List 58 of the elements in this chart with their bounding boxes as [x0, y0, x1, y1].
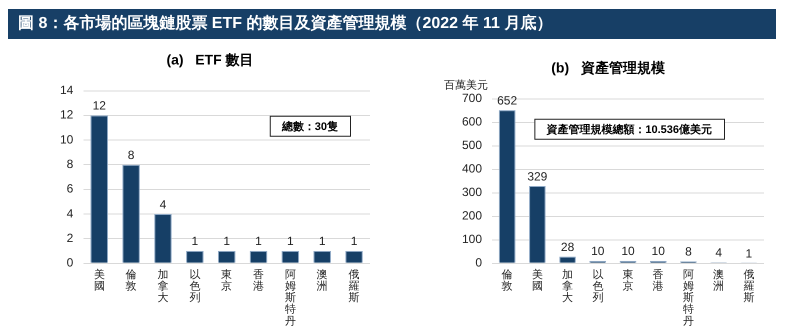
data-label: 1: [746, 246, 753, 260]
y-axis-title: 百萬美元: [444, 78, 488, 92]
y-tick-label: 14: [60, 83, 74, 98]
x-tick-label: 阿姆斯特丹: [284, 269, 296, 328]
y-tick-label: 100: [462, 232, 482, 246]
x-tick-label: 俄羅斯: [348, 269, 360, 304]
data-label: 12: [92, 98, 106, 113]
y-tick-label: 500: [462, 138, 482, 152]
x-tick-label: 倫敦: [502, 269, 513, 293]
y-tick-label: 300: [462, 185, 482, 200]
y-tick-label: 0: [66, 256, 74, 270]
data-label: 4: [160, 197, 167, 212]
x-tick-label: 東京: [221, 268, 232, 293]
x-tick-label: 以色列: [592, 268, 604, 304]
data-label: 28: [560, 240, 575, 254]
x-tick-label: 澳洲: [316, 269, 328, 293]
x-tick-label: 美國: [532, 268, 543, 293]
x-tick-label: 澳洲: [713, 269, 724, 293]
annotation: 資產管理規模總額：10.536億美元: [545, 122, 712, 136]
data-label: 329: [527, 169, 548, 184]
x-tick-label: 香港: [652, 268, 664, 293]
x-tick-label: 加拿大: [157, 268, 168, 304]
data-label: 652: [497, 93, 518, 108]
data-label: 8: [128, 148, 135, 162]
y-tick-label: 600: [462, 114, 482, 129]
data-label: 10: [652, 244, 666, 258]
data-label: 1: [318, 234, 326, 248]
data-label: 1: [191, 234, 198, 248]
y-tick-label: 12: [60, 108, 74, 122]
annotation: 總數：30隻: [280, 120, 338, 133]
data-label: 1: [350, 234, 358, 248]
x-tick-label: 東京: [622, 268, 634, 293]
x-tick-label: 香港: [253, 268, 264, 293]
y-tick-label: 400: [462, 162, 482, 176]
x-tick-label: 加拿大: [562, 268, 574, 304]
data-label: 1: [287, 234, 294, 248]
x-tick-label: 倫敦: [126, 269, 137, 293]
y-tick-label: 700: [462, 91, 482, 106]
y-tick-label: 6: [66, 182, 74, 196]
x-tick-label: 美國: [94, 268, 105, 293]
x-tick-label: 阿姆斯特丹: [682, 269, 694, 328]
data-label: 1: [255, 234, 262, 248]
y-tick-label: 4: [66, 206, 74, 220]
x-tick-label: 俄羅斯: [743, 269, 754, 304]
y-tick-label: 8: [66, 157, 74, 172]
data-label: 1: [223, 234, 230, 248]
y-tick-label: 200: [462, 208, 482, 223]
data-label: 10: [591, 244, 605, 258]
data-label: 4: [715, 246, 722, 260]
data-label: 8: [685, 244, 692, 259]
x-tick-label: 以色列: [189, 268, 200, 304]
data-label: 10: [621, 244, 636, 258]
chart-title: (b) 資產管理規模: [551, 59, 666, 76]
y-tick-label: 10: [60, 132, 74, 146]
chart-title: 圖 8：各市場的區塊鏈股票 ETF 的數目及資產管理規模（2022 年 11 月底）: [8, 9, 776, 39]
y-tick-label: 0: [475, 256, 482, 270]
chart-subtitle: (a) ETF 數目: [166, 51, 254, 68]
y-tick-label: 2: [66, 230, 74, 245]
